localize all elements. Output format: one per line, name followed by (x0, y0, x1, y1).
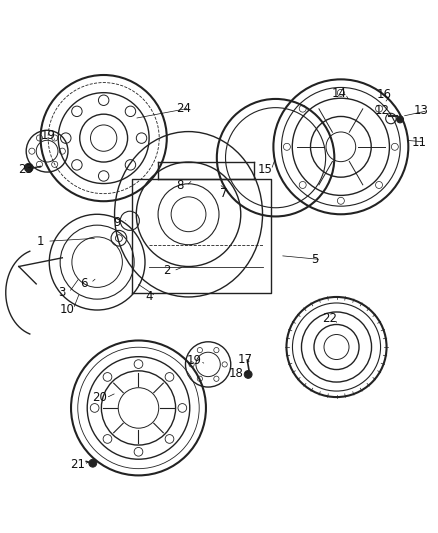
Text: 21: 21 (70, 458, 85, 472)
Text: 16: 16 (377, 88, 392, 101)
Text: 2: 2 (163, 264, 170, 277)
Text: 18: 18 (229, 367, 244, 381)
Circle shape (396, 116, 403, 123)
Text: 14: 14 (331, 87, 346, 100)
Text: 12: 12 (374, 104, 390, 117)
Text: 22: 22 (322, 312, 338, 325)
Text: 15: 15 (257, 164, 272, 176)
Text: 13: 13 (414, 104, 429, 117)
Circle shape (25, 163, 33, 172)
Text: 5: 5 (311, 253, 318, 266)
Circle shape (89, 459, 97, 467)
Text: 19: 19 (186, 354, 201, 367)
Text: 6: 6 (80, 277, 88, 289)
Circle shape (244, 370, 252, 378)
Text: 1: 1 (37, 235, 44, 248)
Text: 11: 11 (412, 135, 427, 149)
Text: 23: 23 (18, 164, 33, 176)
Text: 20: 20 (92, 391, 107, 405)
Text: 3: 3 (59, 286, 66, 299)
Text: 7: 7 (219, 187, 227, 200)
Text: 8: 8 (176, 180, 184, 192)
Text: 4: 4 (145, 289, 153, 303)
Text: 24: 24 (176, 102, 191, 115)
Text: 10: 10 (59, 303, 74, 316)
Text: 9: 9 (113, 216, 120, 229)
Text: 17: 17 (237, 353, 253, 366)
Text: 19: 19 (41, 130, 56, 142)
